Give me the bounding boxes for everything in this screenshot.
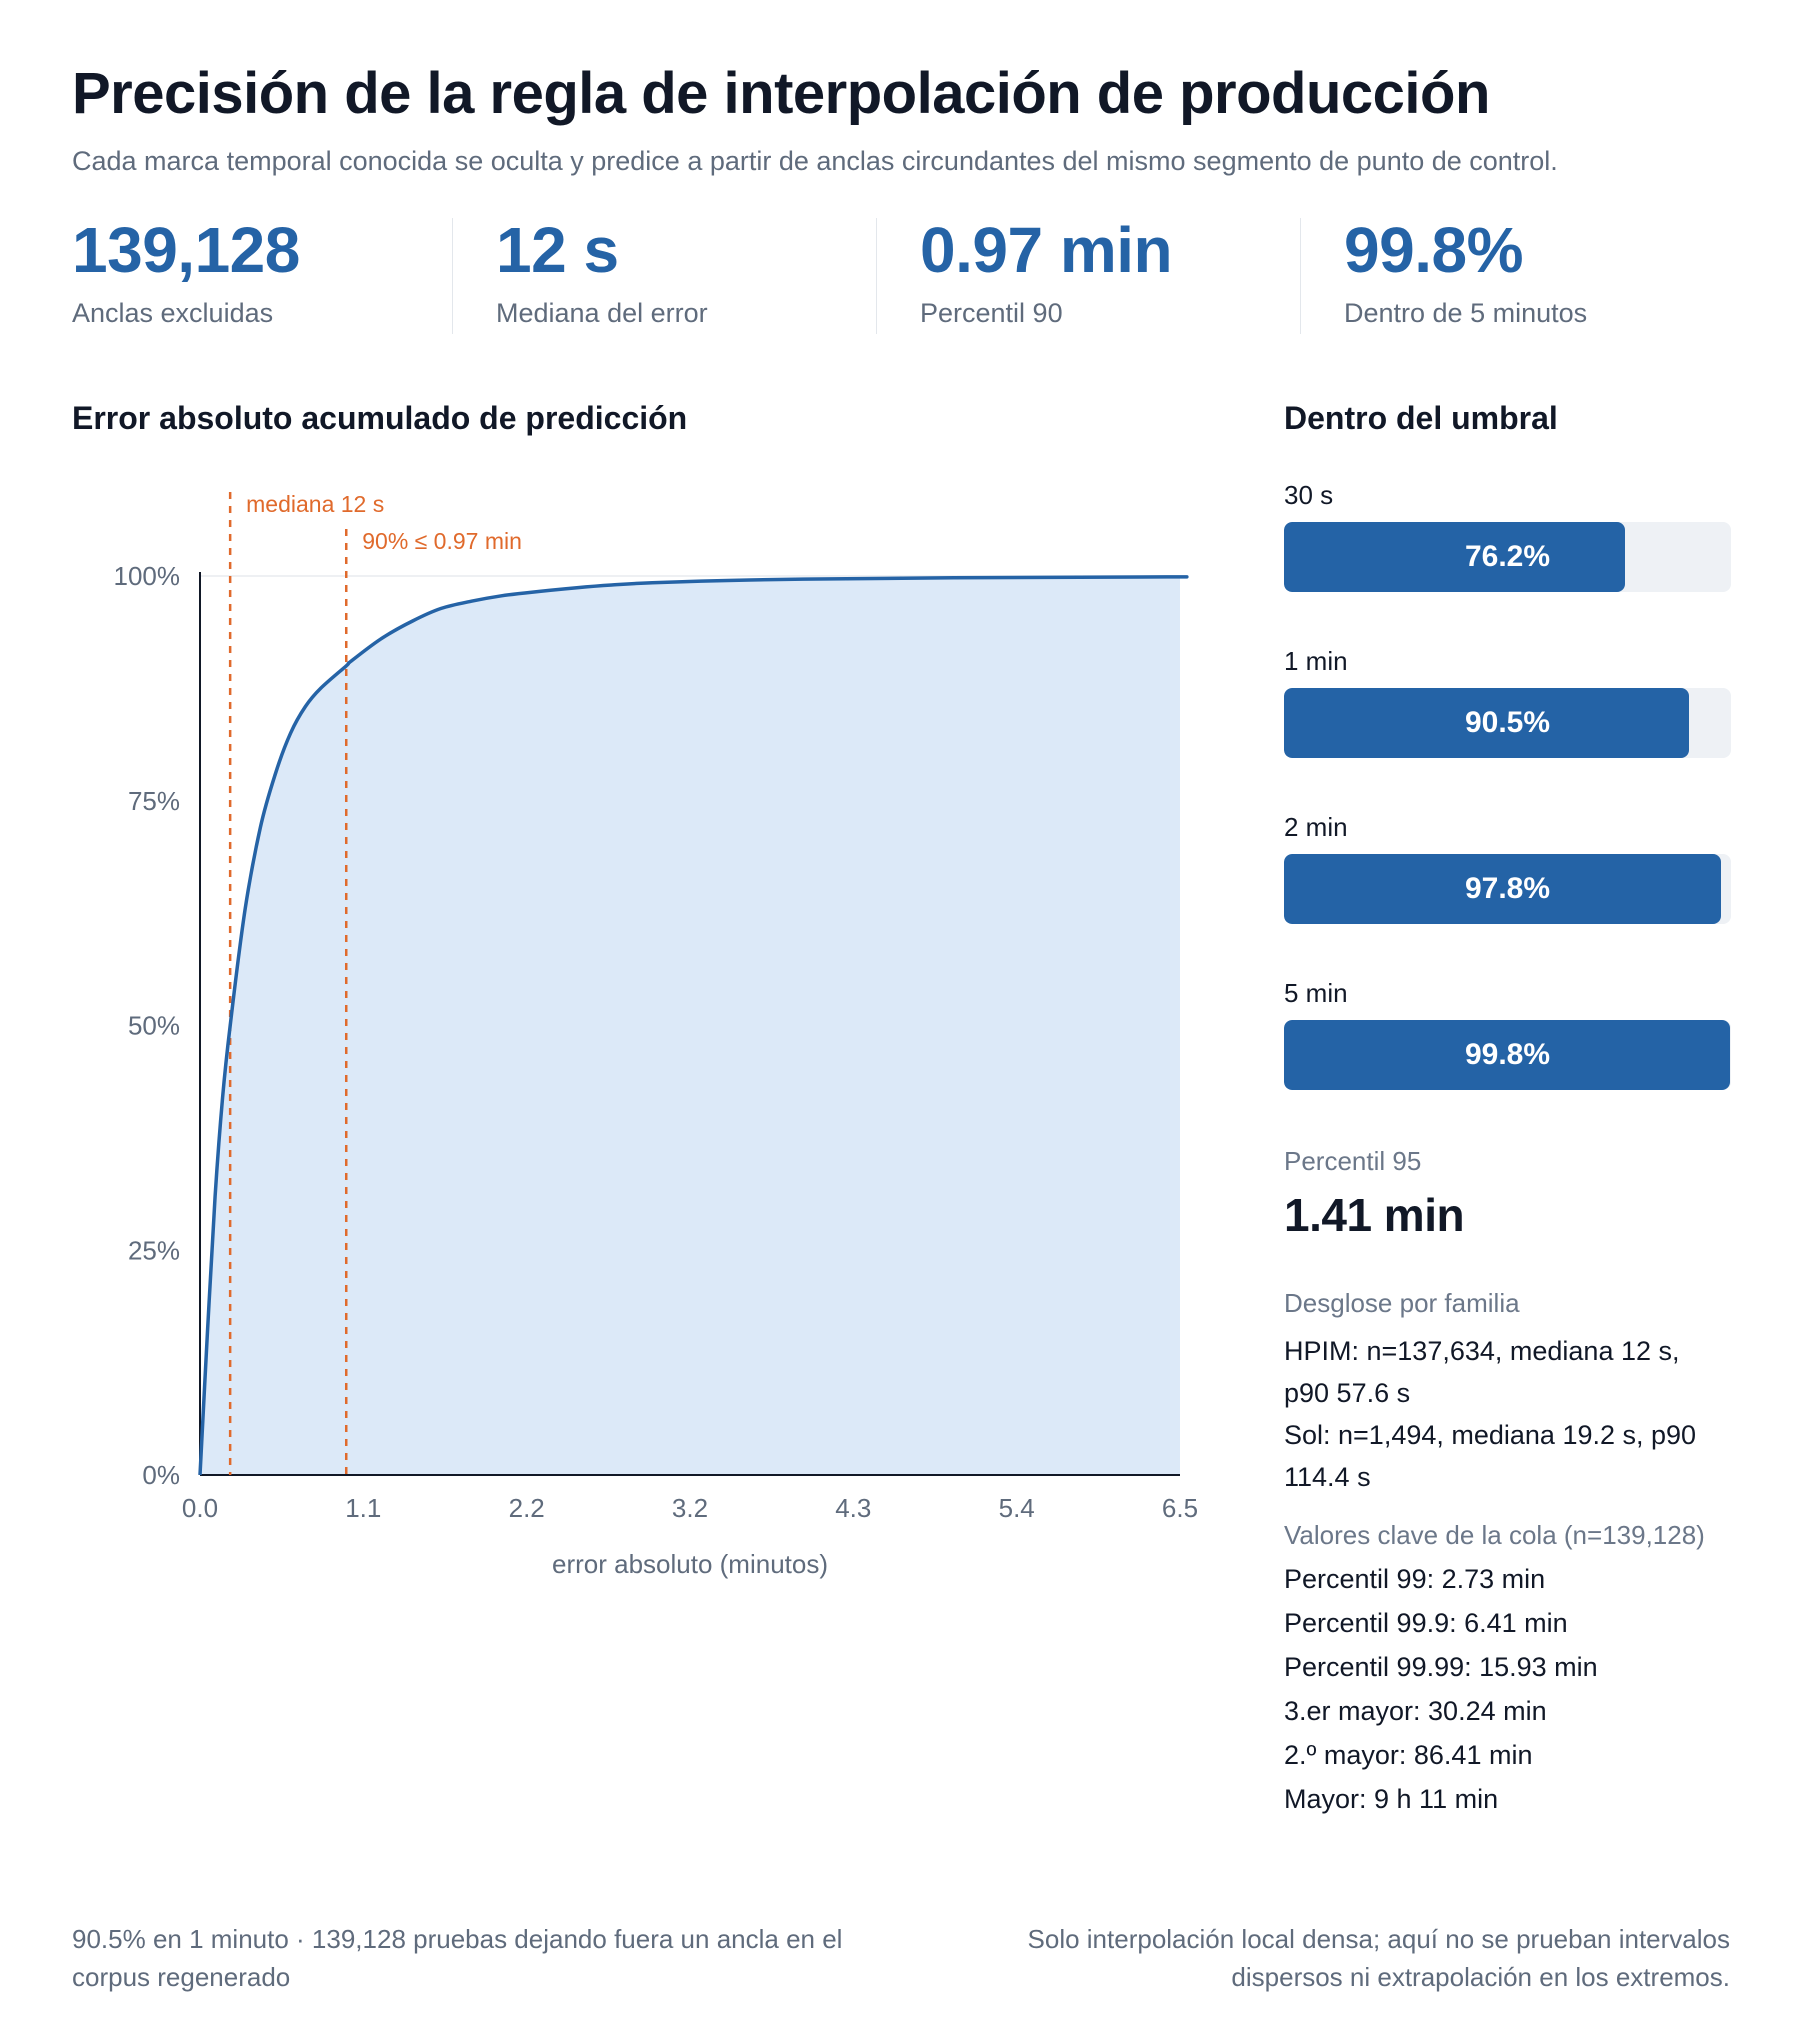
threshold-bar-fill: [1284, 854, 1722, 924]
x-tick-label: 1.1: [345, 1493, 381, 1523]
kpi-label: Anclas excluidas: [72, 298, 274, 328]
kpi-divider: [1300, 218, 1301, 334]
y-tick-label: 75%: [128, 786, 180, 816]
family-breakdown-heading: Desglose por familia: [1284, 1288, 1520, 1318]
threshold-bars: 30 s 76.2% 1 min 90.5% 2 min 97.8% 5 min…: [1284, 480, 1731, 1144]
kpi-label: Percentil 90: [920, 298, 1063, 328]
threshold-bar-value: 99.8%: [1464, 1038, 1551, 1071]
family-sol: Sol: n=1,494, mediana 19.2 s, p90 114.4 …: [1284, 1420, 1697, 1492]
tail-item: Percentil 99: 2.73 min: [1284, 1564, 1546, 1594]
cdf-chart: mediana 12 s 90% ≤ 0.97 min 0% 25% 50% 75% 100…: [114, 491, 1199, 1579]
cdf-area: [200, 576, 1187, 1475]
tail-item: Mayor: 9 h 11 min: [1284, 1784, 1499, 1814]
tail-heading: Valores clave de la cola (n=139,128): [1284, 1520, 1705, 1550]
kpi-anchors: 139,128 Anclas excluidas: [72, 218, 496, 336]
kpi-p90: 0.97 min Percentil 90: [876, 214, 1344, 336]
page-title: Precisión de la regla de interpolación d…: [72, 61, 1490, 126]
threshold-title: Dentro del umbral: [1284, 400, 1558, 436]
page-subtitle: Cada marca temporal conocida se oculta y…: [72, 146, 1558, 176]
p95-label: Percentil 95: [1284, 1146, 1422, 1176]
y-tick-label: 25%: [128, 1235, 180, 1265]
threshold-bar-track: 97.8%: [1284, 854, 1731, 924]
threshold-label: 1 min: [1284, 646, 1348, 676]
footer-note-right: Solo interpolación local densa; aquí no …: [1027, 1924, 1730, 1992]
kpi-median-error: 12 s Mediana del error: [452, 214, 920, 336]
x-tick-label: 2.2: [509, 1493, 545, 1523]
threshold-bar-value: 76.2%: [1464, 540, 1551, 573]
tail-item: 2.º mayor: 86.41 min: [1284, 1740, 1533, 1770]
x-tick-label: 4.3: [835, 1493, 871, 1523]
threshold-bar-fill: [1284, 1020, 1731, 1090]
x-tick-label: 5.4: [999, 1493, 1035, 1523]
kpi-divider: [876, 218, 877, 334]
annotation-label: 90% ≤ 0.97 min: [362, 528, 522, 554]
y-tick-label: 0%: [142, 1460, 180, 1490]
threshold-bar-fill: [1284, 522, 1625, 592]
threshold-bar-value: 90.5%: [1464, 706, 1551, 739]
kpi-value: 99.8%: [1344, 214, 1523, 286]
tail-item: Percentil 99.99: 15.93 min: [1284, 1652, 1598, 1682]
cdf-line: [198, 575, 1189, 1476]
tail-item: 3.er mayor: 30.24 min: [1284, 1696, 1547, 1726]
kpi-label: Dentro de 5 minutos: [1344, 298, 1588, 328]
family-breakdown: HPIM: n=137,634, mediana 12 s, p90 57.6 …: [1284, 1330, 1724, 1498]
chart-title: Error absoluto acumulado de predicción: [72, 400, 688, 436]
kpi-label: Mediana del error: [496, 298, 708, 328]
tail-item: Percentil 99.9: 6.41 min: [1284, 1608, 1568, 1638]
footer-note-left: 90.5% en 1 minuto · 139,128 pruebas deja…: [72, 1924, 843, 1992]
threshold-bar-value: 97.8%: [1464, 872, 1551, 905]
threshold-label: 5 min: [1284, 978, 1348, 1008]
kpi-row: 139,128 Anclas excluidas 12 s Mediana de…: [72, 218, 1728, 336]
threshold-bar-track: 76.2%: [1284, 522, 1731, 592]
threshold-2min: 2 min 97.8%: [1284, 812, 1731, 978]
tail-values: Percentil 99: 2.73 min Percentil 99.9: 6…: [1284, 1562, 1598, 1826]
threshold-label: 30 s: [1284, 480, 1334, 510]
y-tick-label: 100%: [114, 561, 181, 591]
threshold-30s: 30 s 76.2%: [1284, 480, 1731, 646]
annotation-label: mediana 12 s: [246, 491, 384, 517]
threshold-1min: 1 min 90.5%: [1284, 646, 1731, 812]
kpi-divider: [452, 218, 453, 334]
threshold-label: 2 min: [1284, 812, 1348, 842]
x-tick-label: 3.2: [672, 1493, 708, 1523]
y-tick-label: 50%: [128, 1011, 180, 1041]
kpi-within-5min: 99.8% Dentro de 5 minutos: [1300, 214, 1724, 336]
kpi-value: 139,128: [72, 214, 300, 286]
threshold-5min: 5 min 99.8%: [1284, 978, 1731, 1144]
x-axis-title: error absoluto (minutos): [552, 1549, 828, 1579]
p95-value: 1.41 min: [1284, 1189, 1465, 1241]
threshold-bar-track: 90.5%: [1284, 688, 1731, 758]
threshold-bar-fill: [1284, 688, 1689, 758]
kpi-value: 0.97 min: [920, 214, 1173, 286]
x-tick-label: 6.5: [1162, 1493, 1198, 1523]
threshold-bar-track: 99.8%: [1284, 1020, 1731, 1090]
kpi-value: 12 s: [496, 214, 619, 286]
x-tick-label: 0.0: [182, 1493, 218, 1523]
family-hpim: HPIM: n=137,634, mediana 12 s, p90 57.6 …: [1284, 1336, 1680, 1408]
